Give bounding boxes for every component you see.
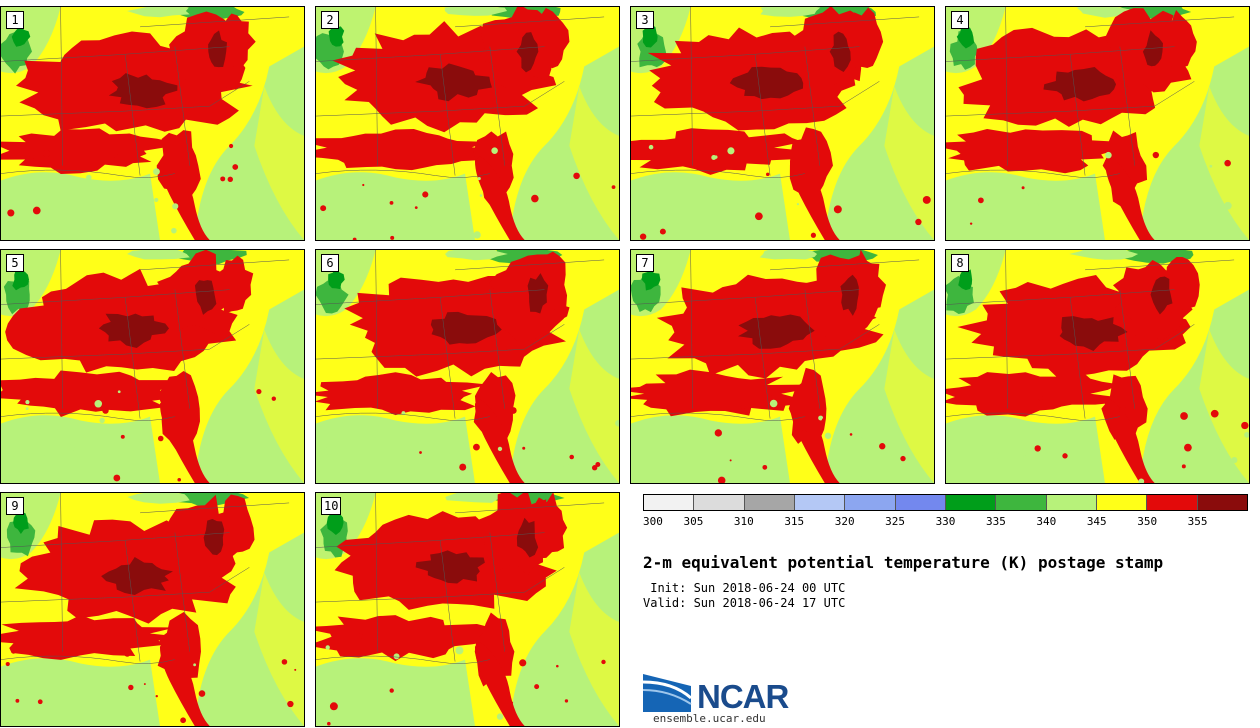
page-title: 2-m equivalent potential temperature (K)… <box>643 553 1164 572</box>
ensemble-panel-1: 1 <box>0 6 305 241</box>
ncar-logo-icon <box>643 674 692 712</box>
colorbar-swatch <box>744 495 795 510</box>
colorbar-tick-label: 345 <box>1086 515 1107 528</box>
map-field <box>946 7 1249 240</box>
colorbar-tick-label: 310 <box>733 515 754 528</box>
map-field <box>631 7 934 240</box>
ensemble-panel-8: 8 <box>945 249 1250 484</box>
member-label: 7 <box>636 254 654 272</box>
colorbar-tick-label: 340 <box>1036 515 1057 528</box>
logo-url[interactable]: ensemble.ucar.edu <box>653 712 766 725</box>
colorbar-swatch <box>945 495 997 510</box>
member-label: 3 <box>636 11 654 29</box>
colorbar-tick-label: 300 <box>643 515 663 528</box>
ensemble-panel-4: 4 <box>945 6 1250 241</box>
colorbar-tick-label: 350 <box>1137 515 1158 528</box>
map-field <box>316 7 619 240</box>
logo-text: NCAR <box>697 678 789 715</box>
colorbar-swatch <box>996 495 1047 510</box>
colorbar-swatch <box>1147 495 1198 510</box>
colorbar-swatch <box>1096 495 1148 510</box>
colorbar-tick-label: 315 <box>784 515 805 528</box>
member-label: 4 <box>951 11 969 29</box>
map-field <box>316 250 619 483</box>
ensemble-panel-7: 7 <box>630 249 935 484</box>
map-field <box>1 493 304 726</box>
member-label: 2 <box>321 11 339 29</box>
valid-time: Valid: Sun 2018-06-24 17 UTC <box>643 596 846 610</box>
colorbar-swatch <box>895 495 946 510</box>
colorbar-tick-label: 355 <box>1187 515 1208 528</box>
colorbar-tick-label: 335 <box>985 515 1006 528</box>
init-time: Init: Sun 2018-06-24 00 UTC <box>643 581 846 595</box>
ensemble-panel-3: 3 <box>630 6 935 241</box>
ensemble-panel-10: 10 <box>315 492 620 727</box>
ensemble-panel-5: 5 <box>0 249 305 484</box>
map-field <box>631 250 934 483</box>
colorbar-tick-label: 305 <box>683 515 704 528</box>
map-field <box>316 493 619 726</box>
ensemble-panel-9: 9 <box>0 492 305 727</box>
colorbar-swatch <box>1197 495 1247 510</box>
member-label: 8 <box>951 254 969 272</box>
colorbar <box>643 494 1248 511</box>
member-label: 10 <box>321 497 342 515</box>
member-label: 5 <box>6 254 24 272</box>
ensemble-panel-2: 2 <box>315 6 620 241</box>
map-field <box>946 250 1249 483</box>
colorbar-tick-label: 320 <box>834 515 855 528</box>
colorbar-swatch <box>845 495 896 510</box>
map-field <box>1 250 304 483</box>
member-label: 1 <box>6 11 24 29</box>
colorbar-ticks: 300 305 310 315 320 325 330 335 340 345 350 355 <box>643 515 1248 529</box>
member-label: 9 <box>6 497 24 515</box>
colorbar-swatch <box>694 495 745 510</box>
map-field <box>1 7 304 240</box>
colorbar-tick-label: 325 <box>885 515 906 528</box>
member-label: 6 <box>321 254 339 272</box>
colorbar-tick-label: 330 <box>935 515 956 528</box>
colorbar-swatch <box>644 495 695 510</box>
ensemble-panel-6: 6 <box>315 249 620 484</box>
colorbar-swatch <box>1046 495 1097 510</box>
colorbar-swatch <box>794 495 846 510</box>
